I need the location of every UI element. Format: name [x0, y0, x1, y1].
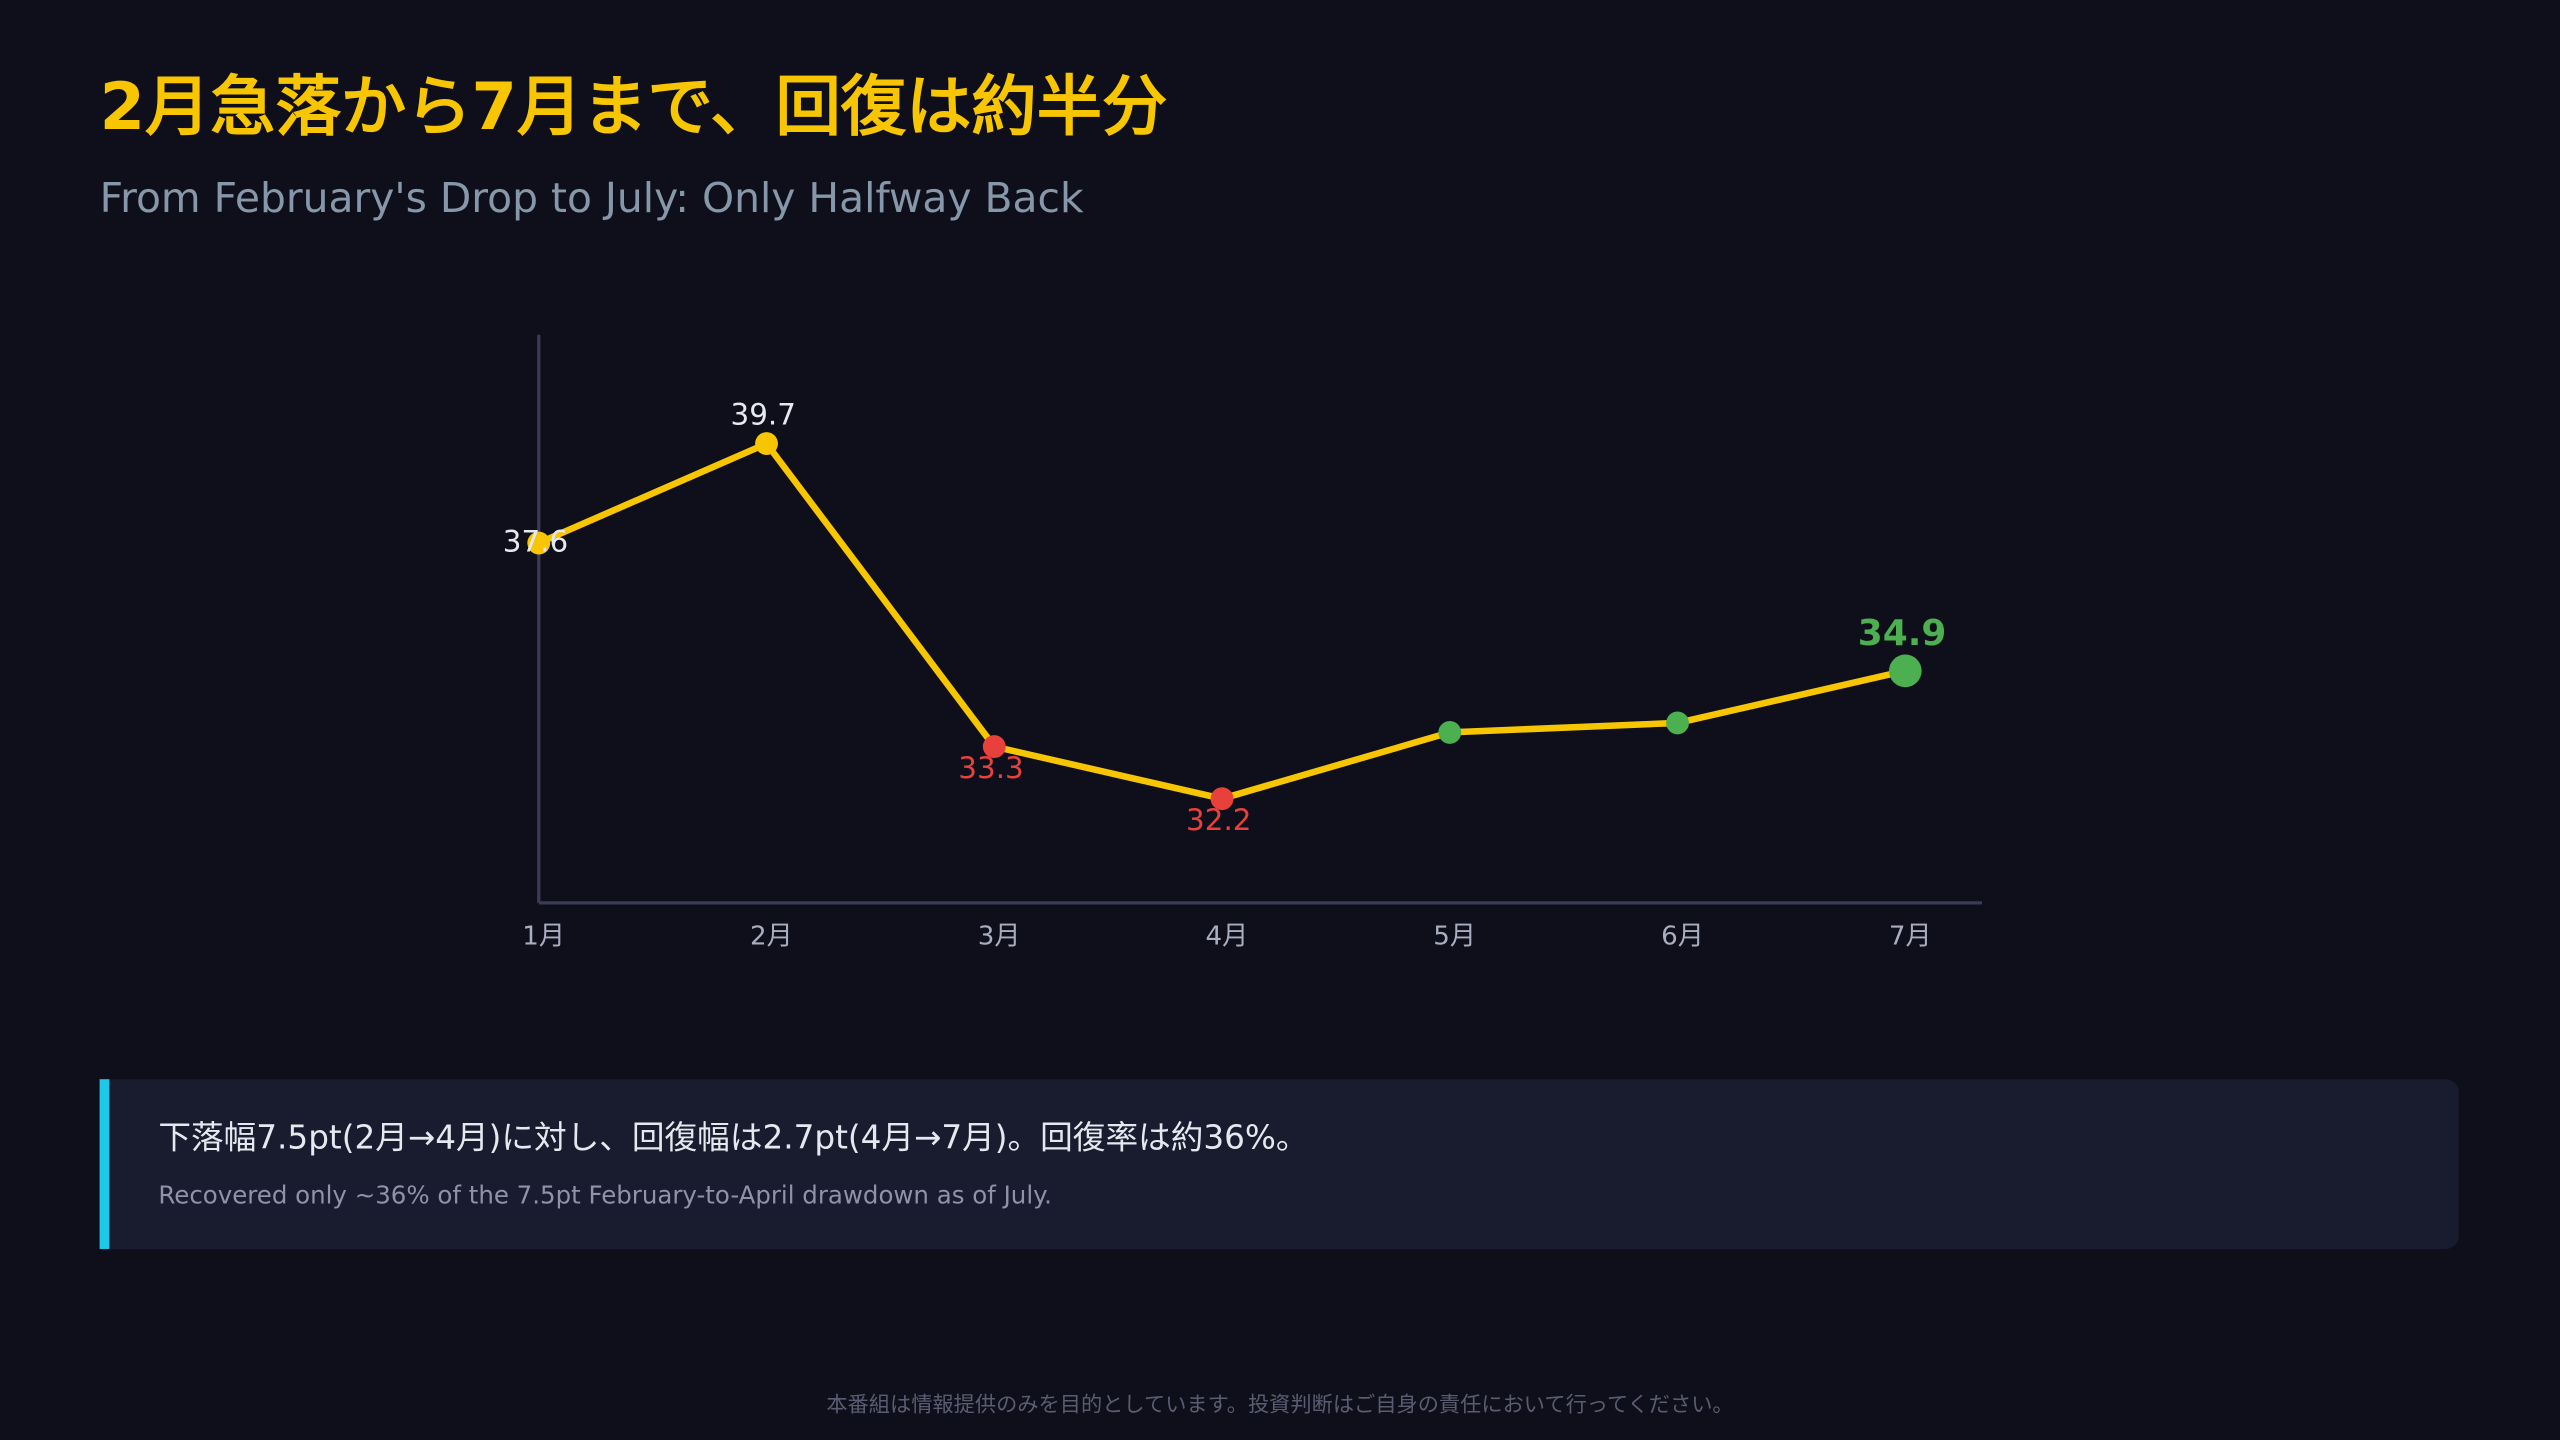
- x-tick-label: 6月: [1661, 922, 1704, 952]
- x-tick-label: 1月: [522, 922, 565, 952]
- data-point: [755, 432, 778, 456]
- data-label: 32.2: [1186, 803, 1251, 837]
- x-tick-label: 5月: [1433, 922, 1476, 952]
- note-accent: [99, 1079, 110, 1249]
- note-card: [99, 1079, 2459, 1249]
- x-tick-label: 7月: [1889, 922, 1932, 952]
- data-point: [1888, 654, 1922, 688]
- data-point: [1666, 711, 1689, 735]
- footer: 本番組は情報提供のみを目的としています。投資判断はご自身の責任において行ってくだ…: [826, 1393, 1733, 1418]
- data-point: [982, 735, 1006, 759]
- x-tick-label: 3月: [978, 922, 1021, 952]
- data-point: [1438, 720, 1462, 744]
- note-text: 下落幅7.5pt(2月→4月)に対し、回復幅は2.7pt(4月→7月)。回復率は…: [158, 1119, 1308, 1157]
- note-subtext: Recovered only ~36% of the 7.5pt Februar…: [158, 1181, 1052, 1210]
- data-label: 34.9: [1858, 613, 1947, 654]
- chart-title: 2月急落から7月まで、回復は約半分: [100, 69, 1168, 145]
- plot: 1月 2月 3月 4月 5月 6月 7月 37.6 39.7 33.3 32.2 34.9: [503, 397, 1947, 951]
- data-point: [527, 531, 551, 555]
- x-tick-label: 4月: [1206, 922, 1249, 952]
- data-point: [1210, 787, 1234, 811]
- chart-subtitle: From February's Drop to July: Only Halfw…: [100, 174, 1084, 222]
- data-label: 39.7: [731, 397, 796, 431]
- data-label: 33.3: [958, 751, 1023, 785]
- data-label: 37.6: [503, 525, 568, 559]
- x-tick-label: 2月: [750, 922, 793, 952]
